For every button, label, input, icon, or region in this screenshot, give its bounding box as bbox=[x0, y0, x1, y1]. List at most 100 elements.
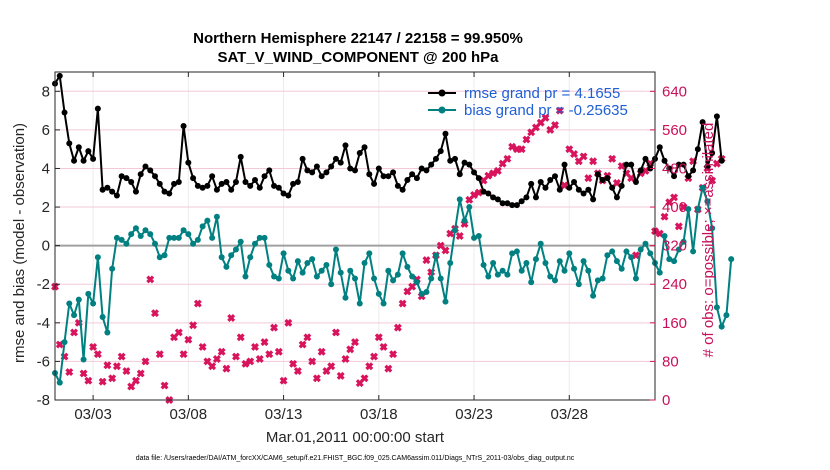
y2-tick-label: 160 bbox=[662, 315, 687, 332]
bias-point bbox=[304, 260, 311, 267]
bias-point bbox=[175, 234, 182, 241]
bias-point bbox=[228, 252, 235, 259]
rmse-point bbox=[590, 196, 597, 203]
rmse-point bbox=[156, 180, 163, 187]
rmse-point bbox=[428, 161, 435, 168]
rmse-point bbox=[94, 105, 101, 112]
bias-point bbox=[661, 233, 668, 239]
rmse-point bbox=[61, 109, 68, 116]
rmse-point bbox=[494, 196, 501, 203]
rmse-point bbox=[432, 155, 439, 162]
y-tick-label: 0 bbox=[42, 238, 50, 255]
bias-point bbox=[718, 323, 725, 330]
obs-count-marker bbox=[627, 174, 636, 183]
rmse-point bbox=[280, 190, 287, 197]
bias-point bbox=[118, 236, 125, 243]
rmse-series bbox=[52, 72, 725, 209]
bias-point bbox=[699, 184, 706, 191]
rmse-point bbox=[185, 159, 192, 166]
bias-point bbox=[594, 277, 601, 284]
obs-count-marker bbox=[346, 345, 355, 354]
bias-point bbox=[471, 234, 478, 241]
obs-count-marker bbox=[303, 333, 312, 342]
bias-point bbox=[671, 258, 678, 265]
rmse-point bbox=[661, 157, 668, 164]
bias-point bbox=[632, 275, 639, 282]
obs-count-marker bbox=[351, 338, 359, 347]
bias-point bbox=[328, 281, 335, 288]
rmse-point bbox=[271, 182, 278, 189]
rmse-point bbox=[466, 161, 473, 168]
y-tick-label: 8 bbox=[42, 83, 50, 100]
bias-point bbox=[318, 267, 325, 274]
rmse-point bbox=[247, 182, 254, 189]
legend: rmse grand pr = 4.1655 bias grand pr = -… bbox=[428, 85, 628, 119]
legend-rmse-marker bbox=[438, 89, 446, 97]
obs-count-marker bbox=[198, 342, 207, 351]
rmse-point bbox=[137, 171, 144, 178]
rmse-point bbox=[394, 182, 401, 189]
rmse-point bbox=[261, 173, 268, 180]
bias-point bbox=[385, 267, 392, 274]
rmse-point bbox=[218, 180, 225, 187]
bias-point bbox=[171, 234, 178, 241]
bias-point bbox=[166, 234, 173, 241]
rmse-point bbox=[599, 177, 606, 184]
bias-point bbox=[609, 248, 616, 255]
y2-tick-label: 400 bbox=[662, 199, 687, 216]
rmse-point bbox=[323, 169, 330, 176]
rmse-point bbox=[209, 173, 216, 180]
rmse-point bbox=[380, 173, 387, 180]
y2-tick-label: 640 bbox=[662, 83, 687, 100]
rmse-point bbox=[685, 173, 692, 180]
bias-point bbox=[504, 271, 511, 278]
obs-count-marker bbox=[422, 256, 431, 265]
rmse-point bbox=[418, 165, 425, 172]
rmse-point bbox=[704, 163, 711, 170]
obs-count-marker bbox=[231, 352, 240, 361]
rmse-point bbox=[490, 194, 497, 201]
obs-count-marker bbox=[293, 367, 302, 376]
obs-count-marker bbox=[227, 314, 236, 322]
rmse-point bbox=[171, 180, 178, 187]
obs-count-marker bbox=[127, 382, 136, 391]
bias-point bbox=[290, 275, 297, 282]
bias-point bbox=[352, 275, 358, 282]
bias-point bbox=[294, 258, 301, 265]
obs-count-marker bbox=[131, 376, 140, 385]
obs-count-marker bbox=[393, 323, 402, 332]
obs-count-marker bbox=[289, 359, 298, 368]
rmse-point bbox=[228, 186, 235, 193]
bias-point bbox=[147, 231, 154, 238]
bias-point bbox=[509, 250, 516, 257]
bias-point bbox=[423, 288, 430, 295]
rmse-point bbox=[128, 178, 135, 185]
bias-point bbox=[271, 273, 278, 280]
rmse-point bbox=[290, 180, 297, 187]
bias-point bbox=[642, 240, 649, 247]
rmse-point bbox=[304, 167, 311, 174]
bias-point bbox=[432, 252, 439, 259]
rmse-point bbox=[499, 200, 506, 207]
obs-count-marker bbox=[279, 376, 288, 385]
rmse-point bbox=[356, 150, 363, 157]
bias-point bbox=[99, 314, 106, 321]
bias-point bbox=[428, 275, 435, 282]
rmse-point bbox=[628, 161, 635, 168]
bias-point bbox=[299, 269, 306, 276]
bias-point bbox=[561, 267, 568, 274]
bias-point bbox=[685, 205, 692, 212]
obs-count-marker bbox=[674, 222, 683, 231]
rmse-point bbox=[594, 171, 601, 178]
rmse-point bbox=[471, 169, 478, 176]
bias-point bbox=[694, 205, 701, 212]
rmse-point bbox=[399, 186, 406, 193]
obs-count-marker bbox=[312, 374, 321, 383]
obs-count-marker bbox=[503, 154, 512, 163]
rmse-point bbox=[580, 190, 587, 197]
rmse-point bbox=[694, 146, 701, 153]
obs-count-marker bbox=[217, 347, 226, 356]
rmse-point bbox=[237, 153, 244, 160]
bias-point bbox=[556, 258, 563, 265]
